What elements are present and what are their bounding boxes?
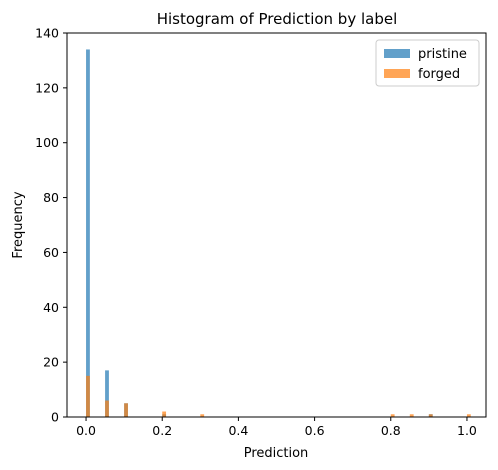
legend-label-forged: forged (418, 67, 460, 82)
y-tick-label: 40 (43, 300, 59, 315)
x-tick-label: 0.8 (381, 423, 401, 438)
chart-title: Histogram of Prediction by label (157, 10, 398, 28)
bar-forged-5 (390, 414, 395, 417)
y-axis-label: Frequency (11, 191, 26, 258)
bar-pristine-1 (105, 370, 109, 417)
bar-forged-6 (409, 414, 414, 417)
bar-forged-4 (200, 414, 205, 417)
legend-swatch-pristine (384, 49, 410, 58)
y-tick-label: 60 (43, 245, 59, 260)
bar-forged-3 (162, 411, 167, 417)
y-tick-label: 140 (35, 26, 59, 41)
y-axis: 0 20 40 60 80 100 120 140 (35, 26, 67, 425)
legend-swatch-forged (384, 69, 410, 78)
bar-pristine-0 (86, 49, 90, 418)
x-tick-label: 0.2 (152, 423, 172, 438)
legend: pristine forged (375, 39, 480, 87)
x-tick-label: 0.4 (228, 423, 248, 438)
y-tick-label: 0 (51, 410, 59, 425)
plot-frame (66, 32, 487, 418)
bar-forged-8 (466, 414, 471, 417)
y-tick-label: 120 (35, 80, 59, 95)
y-tick-label: 100 (35, 135, 59, 150)
x-axis-label: Prediction (244, 446, 309, 461)
x-tick-label: 0.6 (305, 423, 325, 438)
bar-forged-0 (86, 375, 90, 417)
x-axis: 0.0 0.2 0.4 0.6 0.8 1.0 (76, 417, 477, 438)
bar-forged-7 (428, 414, 433, 417)
y-tick-label: 80 (43, 190, 59, 205)
bar-forged-1 (105, 400, 109, 417)
x-tick-label: 0.0 (76, 423, 96, 438)
y-tick-label: 20 (43, 355, 59, 370)
legend-label-pristine: pristine (418, 47, 467, 62)
bar-forged-2 (124, 403, 128, 417)
x-tick-label: 1.0 (457, 423, 477, 438)
bars-layer (86, 49, 471, 418)
